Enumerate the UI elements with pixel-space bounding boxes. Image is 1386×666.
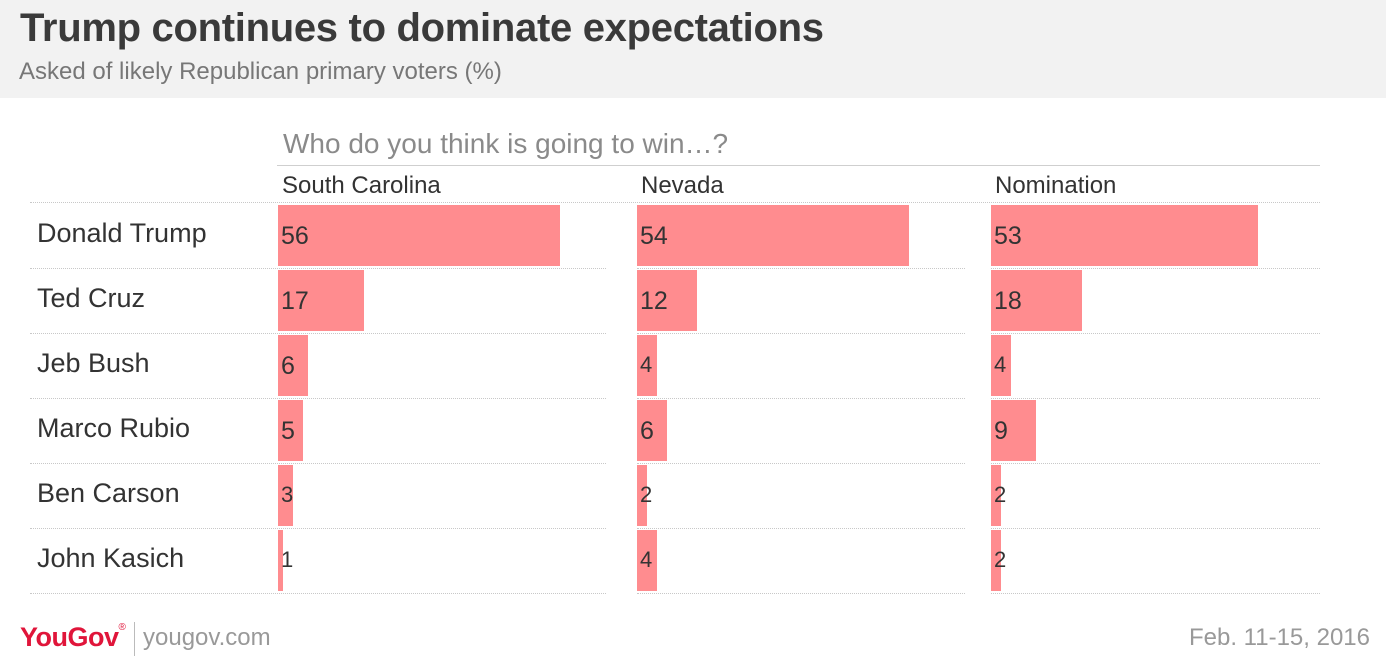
chart-title: Trump continues to dominate expectations [20, 6, 824, 50]
row-gridline [637, 528, 965, 529]
bar [278, 400, 304, 461]
bar-value-label: 54 [640, 222, 668, 250]
row-label: Jeb Bush [37, 348, 150, 378]
bar [637, 335, 658, 396]
yougov-logo: YouGov® [20, 622, 126, 653]
row-gridline [637, 398, 965, 399]
panel-header-0: South Carolina [282, 172, 441, 199]
bar-value-label: 4 [640, 352, 653, 377]
row-gridline [30, 268, 606, 269]
bar-value-label: 1 [281, 547, 294, 572]
bar [637, 465, 648, 526]
bar-value-label: 2 [994, 482, 1007, 507]
bar-value-label: 6 [640, 417, 654, 445]
row-gridline [637, 333, 965, 334]
bar-value-label: 4 [994, 352, 1007, 377]
bar-value-label: 9 [994, 417, 1008, 445]
bar [278, 335, 309, 396]
row-gridline [637, 593, 965, 594]
bar [278, 270, 364, 331]
row-label: Ben Carson [37, 478, 180, 508]
bar [637, 530, 658, 591]
bar [991, 335, 1012, 396]
row-gridline [30, 593, 606, 594]
bar [278, 530, 284, 591]
bar-value-label: 5 [281, 417, 295, 445]
bar-value-label: 2 [640, 482, 653, 507]
bar-value-label: 2 [994, 547, 1007, 572]
row-gridline [637, 463, 965, 464]
bar-value-label: 6 [281, 352, 295, 380]
bar [278, 465, 294, 526]
row-gridline [30, 398, 606, 399]
bar [637, 205, 909, 266]
chart-subtitle: Asked of likely Republican primary voter… [19, 58, 502, 85]
row-gridline [991, 398, 1320, 399]
bar-value-label: 4 [640, 547, 653, 572]
bar-value-label: 18 [994, 287, 1022, 315]
row-gridline [30, 528, 606, 529]
logo-registered-mark: ® [118, 622, 126, 633]
bar [278, 205, 560, 266]
row-gridline [991, 268, 1320, 269]
header-gridline [30, 202, 1320, 203]
bar [991, 400, 1037, 461]
row-gridline [30, 333, 606, 334]
footer-date: Feb. 11-15, 2016 [1188, 624, 1370, 651]
row-gridline [991, 528, 1320, 529]
bar [991, 205, 1258, 266]
bar-value-label: 12 [640, 287, 668, 315]
bar [637, 270, 698, 331]
bar-value-label: 53 [994, 222, 1022, 250]
panel-header-1: Nevada [641, 172, 724, 199]
bar [991, 530, 1002, 591]
logo-text: YouGov [20, 622, 119, 652]
bar [991, 465, 1002, 526]
footer-site[interactable]: yougov.com [143, 624, 271, 651]
row-label: John Kasich [37, 543, 185, 573]
footer-divider [134, 622, 135, 656]
bar-value-label: 17 [281, 287, 309, 315]
row-gridline [991, 593, 1320, 594]
question-divider [277, 165, 1320, 166]
header-band: Trump continues to dominate expectations… [0, 0, 1386, 98]
panel-header-2: Nomination [995, 172, 1117, 199]
bar [637, 400, 668, 461]
row-gridline [991, 333, 1320, 334]
row-label: Marco Rubio [37, 413, 191, 443]
row-gridline [637, 268, 965, 269]
row-label: Ted Cruz [37, 283, 146, 313]
bar [991, 270, 1082, 331]
row-label: Donald Trump [37, 218, 207, 248]
question-label: Who do you think is going to win…? [283, 128, 729, 159]
bar-value-label: 3 [281, 482, 294, 507]
bar-value-label: 56 [281, 222, 309, 250]
row-gridline [30, 463, 606, 464]
row-gridline [991, 463, 1320, 464]
